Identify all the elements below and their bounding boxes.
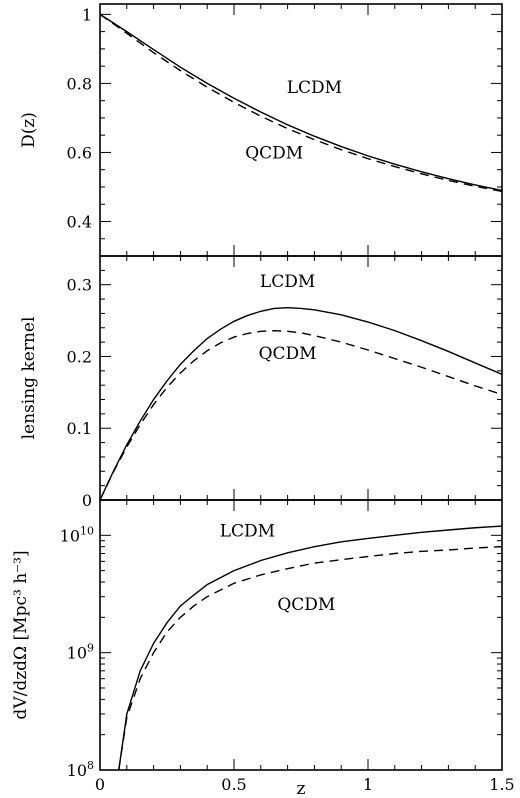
bottom-y-axis-title: dV/dzdΩ [Mpc³ h⁻³] bbox=[11, 550, 31, 719]
bottom-series-qcdm-line bbox=[118, 545, 502, 770]
panel-top: 0.4 0.6 0.8 1 LCDM QCDM D(z) bbox=[19, 3, 503, 257]
top-label-lcdm: LCDM bbox=[287, 78, 342, 98]
x-tick-label: 1.5 bbox=[489, 775, 514, 794]
x-axis-title: z bbox=[297, 779, 306, 798]
middle-label-lcdm: LCDM bbox=[260, 272, 315, 292]
y-tick-label: 0 bbox=[82, 491, 92, 510]
y-tick-label: 0.4 bbox=[67, 212, 92, 231]
x-tick-label: 1 bbox=[363, 775, 373, 794]
bottom-label-qcdm: QCDM bbox=[277, 595, 335, 615]
middle-series-lcdm-line bbox=[100, 306, 502, 500]
top-series-qcdm-line bbox=[100, 13, 502, 193]
bottom-label-lcdm: LCDM bbox=[220, 521, 275, 541]
y-tick-label: 0.2 bbox=[67, 347, 92, 366]
middle-plot-frame bbox=[99, 255, 503, 501]
y-tick-label: 0.8 bbox=[67, 74, 92, 93]
x-tick-label: 0.5 bbox=[221, 775, 246, 794]
y-tick-label: 1010 bbox=[60, 524, 94, 545]
bottom-plot-frame bbox=[99, 499, 503, 771]
x-tick-label: 0 bbox=[95, 775, 105, 794]
middle-series-qcdm-line bbox=[100, 329, 502, 500]
y-tick-label: 108 bbox=[67, 759, 94, 780]
top-y-axis-title: D(z) bbox=[19, 112, 39, 148]
middle-label-qcdm: QCDM bbox=[259, 344, 317, 364]
top-series-lcdm-line bbox=[100, 13, 502, 192]
panel-bottom: 0 0.5 1 1.5 108 109 1010 LCDM QCDM dV/dzdΩ [Mpc³ … bbox=[11, 499, 515, 798]
middle-y-axis-title: lensing kernel bbox=[19, 317, 39, 440]
y-tick-label: 0.3 bbox=[67, 276, 92, 295]
y-tick-label: 109 bbox=[67, 642, 94, 663]
panel-middle: 0 0.1 0.2 0.3 LCDM QCDM lensing kernel bbox=[19, 255, 503, 510]
top-label-qcdm: QCDM bbox=[245, 143, 303, 163]
y-tick-label: 0.6 bbox=[67, 143, 92, 162]
y-tick-label: 0.1 bbox=[67, 419, 92, 438]
y-tick-label: 1 bbox=[82, 5, 92, 24]
bottom-series-lcdm-line bbox=[118, 525, 502, 770]
